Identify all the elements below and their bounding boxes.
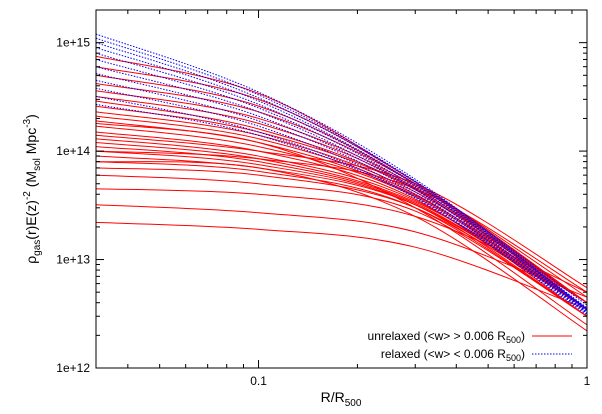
profile-curve-unrelaxed-26 xyxy=(96,161,587,332)
profile-curve-unrelaxed-17 xyxy=(96,100,587,304)
profile-curve-unrelaxed-24 xyxy=(96,150,587,293)
profile-curve-unrelaxed-3 xyxy=(96,174,587,317)
profile-curve-unrelaxed-27 xyxy=(96,122,587,326)
profile-curve-unrelaxed-6 xyxy=(96,155,587,310)
profile-curve-relaxed-9 xyxy=(96,87,587,313)
profile-curve-relaxed-5 xyxy=(96,58,587,310)
profile-curve-unrelaxed-20 xyxy=(96,83,587,304)
curves-layer xyxy=(96,33,587,332)
profile-curve-relaxed-4 xyxy=(96,52,587,311)
series-unrelaxed xyxy=(96,55,587,332)
x-axis-title: R/R500 xyxy=(321,389,362,409)
profile-curve-unrelaxed-4 xyxy=(96,167,587,310)
profile-curve-unrelaxed-19 xyxy=(96,90,587,304)
profile-curve-relaxed-2 xyxy=(96,42,587,310)
profile-curve-unrelaxed-23 xyxy=(96,55,587,298)
profile-curve-unrelaxed-7 xyxy=(96,150,587,317)
plot-frame xyxy=(95,9,588,369)
profile-curve-unrelaxed-8 xyxy=(96,146,587,310)
y-tick-label: 1e+14 xyxy=(56,144,90,158)
y-tick-label: 1e+12 xyxy=(56,361,90,375)
x-tick-label: 0.1 xyxy=(250,374,267,388)
profile-curve-relaxed-7 xyxy=(96,72,587,311)
y-tick-label: 1e+13 xyxy=(56,253,90,267)
profile-curve-unrelaxed-18 xyxy=(96,95,587,310)
profile-curve-unrelaxed-2 xyxy=(96,188,587,293)
y-tick-label: 1e+15 xyxy=(56,36,90,50)
profile-curve-unrelaxed-14 xyxy=(96,115,587,310)
x-tick-label: 1 xyxy=(584,374,591,388)
profile-curve-unrelaxed-9 xyxy=(96,142,587,304)
profile-curve-unrelaxed-0 xyxy=(96,221,587,310)
legend-label-relaxed: relaxed (<w> < 0.006 R500) xyxy=(381,347,525,363)
ticks-layer: 1e+12 1e+13 1e+14 1e+15 0.1 1 xyxy=(56,9,591,388)
y-axis-title: ρgas(r)E(z)-2 (Msol Mpc-3) xyxy=(22,114,43,264)
legend: unrelaxed (<w> > 0.006 R500) relaxed (<w… xyxy=(368,329,572,363)
profile-curve-unrelaxed-21 xyxy=(96,74,587,310)
series-relaxed xyxy=(96,33,587,316)
profile-curve-relaxed-11 xyxy=(96,103,587,316)
legend-label-unrelaxed: unrelaxed (<w> > 0.006 R500) xyxy=(368,329,525,345)
profile-curve-unrelaxed-5 xyxy=(96,161,587,317)
